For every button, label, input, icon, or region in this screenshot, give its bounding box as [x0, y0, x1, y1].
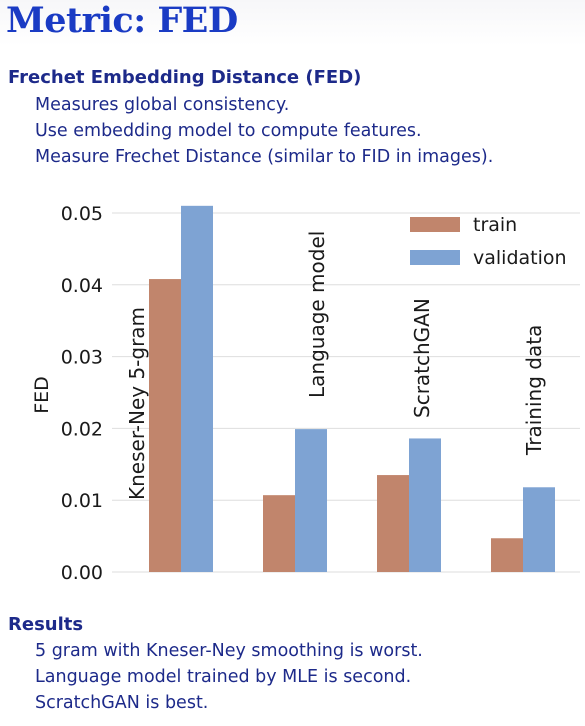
bar-train-0	[149, 279, 181, 572]
legend-swatch-validation	[410, 250, 460, 265]
point-1: Measures global consistency.	[35, 95, 290, 115]
bar-train-3	[491, 538, 523, 572]
y-tick-label: 0.01	[61, 490, 103, 512]
y-tick-label: 0.02	[61, 418, 103, 440]
category-label: Kneser-Ney 5-gram	[125, 307, 149, 500]
legend-swatch-train	[410, 217, 460, 232]
category-label: ScratchGAN	[410, 298, 434, 418]
legend-label-validation: validation	[473, 247, 567, 269]
y-tick-label: 0.04	[61, 275, 103, 297]
result-3: ScratchGAN is best.	[35, 693, 209, 713]
y-axis-label: FED	[31, 376, 53, 414]
result-1: 5 gram with Kneser-Ney smoothing is wors…	[35, 641, 423, 661]
category-label: Language model	[305, 231, 329, 398]
bar-train-2	[377, 475, 409, 572]
fed-bar-chart: Kneser-Ney 5-gram Language model ScratchGA…	[31, 203, 580, 584]
bar-validation-2	[409, 438, 441, 572]
slide-title: Metric: FED	[6, 0, 238, 41]
y-tick-label: 0.00	[61, 562, 103, 584]
results-heading: Results	[8, 614, 84, 635]
title-band	[0, 0, 585, 46]
point-3: Measure Frechet Distance (similar to FID…	[35, 147, 494, 167]
section-heading: Frechet Embedding Distance (FED)	[8, 67, 362, 88]
result-2: Language model trained by MLE is second.	[35, 667, 412, 687]
bar-train-1	[263, 495, 295, 572]
bar-validation-0	[181, 205, 213, 572]
point-2: Use embedding model to compute features.	[35, 121, 422, 141]
legend-label-train: train	[473, 214, 517, 236]
bar-validation-1	[295, 429, 327, 572]
legend: train validation	[410, 214, 567, 269]
bar-validation-3	[523, 487, 555, 572]
category-label: Training data	[522, 325, 546, 456]
y-tick-label: 0.03	[61, 347, 103, 369]
y-tick-label: 0.05	[61, 203, 103, 225]
